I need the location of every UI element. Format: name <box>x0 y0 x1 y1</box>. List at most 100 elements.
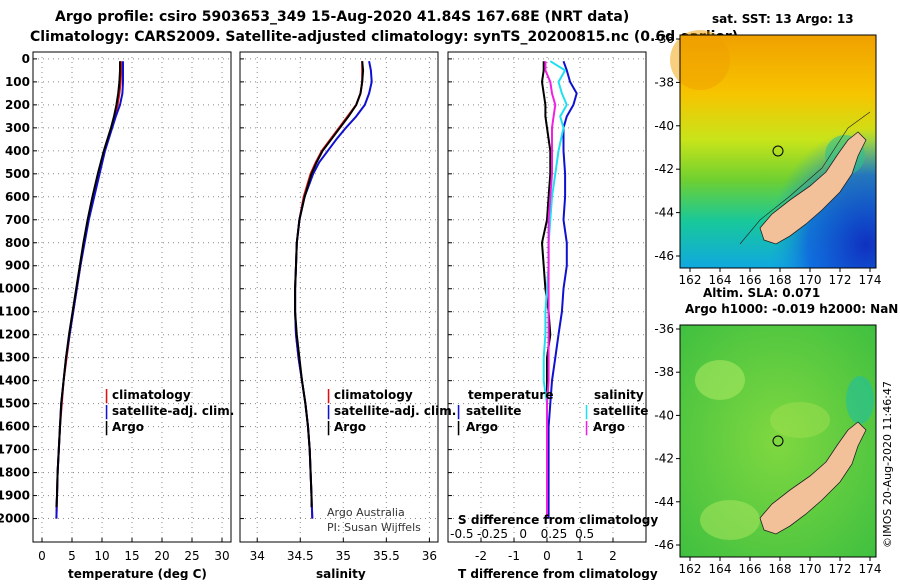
x-tick-label: 10 <box>94 549 109 563</box>
y-tick-label: 1100 <box>0 305 30 319</box>
map-x-tick-label: 168 <box>769 273 792 287</box>
series-line <box>544 61 557 519</box>
legend-climatology-label: climatology <box>112 388 191 402</box>
map-y-tick-label: -42 <box>654 162 674 176</box>
legend-t-satellite-label: satellite <box>466 404 521 418</box>
map-x-tick-label: 162 <box>679 273 702 287</box>
legend-t-argo-label: Argo <box>466 420 498 434</box>
legend-climatology-mark: | <box>104 388 109 404</box>
legend-t-satellite-mark: | <box>456 404 461 420</box>
y-tick-label: 2000 <box>0 512 30 526</box>
credit-text: ©IMOS 20-Aug-2020 11:46:47 <box>881 381 894 548</box>
annotation-line2: PI: Susan Wijffels <box>327 521 421 534</box>
sst-warm-patch <box>670 30 730 90</box>
map-y-tick-label: -44 <box>654 495 674 509</box>
y-tick-label: 1500 <box>0 397 30 411</box>
map-y-tick-label: -36 <box>654 322 674 336</box>
y-tick-label: 600 <box>5 190 30 204</box>
legend-temperature-title: temperature <box>468 388 553 402</box>
header-line1: Argo profile: csiro 5903653_349 15-Aug-2… <box>55 9 629 25</box>
y-tick-label: 1900 <box>0 489 30 503</box>
legend-salinity-title: salinity <box>594 388 644 402</box>
sst-argo-location <box>772 145 784 157</box>
x-tick-label: 25 <box>184 549 199 563</box>
y-tick-label: 800 <box>5 236 30 250</box>
sla-argo-location <box>772 435 784 447</box>
x-tick-label: 36 <box>422 549 437 563</box>
map-x-tick-label: 174 <box>859 273 882 287</box>
t-difference-xlabel: T difference from climatology <box>458 567 658 580</box>
y-tick-label: 1400 <box>0 374 30 388</box>
legend-satellite-label: satellite-adj. clim. <box>112 404 234 418</box>
temperature-xlabel: temperature (deg C) <box>68 567 207 580</box>
series-line <box>294 61 365 508</box>
map-x-tick-label: 170 <box>799 562 822 576</box>
map-y-tick-label: -40 <box>654 408 674 422</box>
x-tick-label: -2 <box>475 549 487 563</box>
map-x-tick-label: 172 <box>829 273 852 287</box>
map-x-tick-label: 168 <box>769 562 792 576</box>
legend-argo-mark: | <box>326 420 331 436</box>
sst-map-title: sat. SST: 13 Argo: 13 <box>712 12 854 26</box>
map-x-tick-label: 166 <box>739 273 762 287</box>
y-tick-label: 1000 <box>0 282 30 296</box>
map-x-tick-label: 166 <box>739 562 762 576</box>
sla-patch-d <box>700 500 760 540</box>
annotation-line1: Argo Australia <box>327 506 405 519</box>
s-diff-tick-label: 0.25 <box>541 527 568 541</box>
x-tick-label: 34 <box>250 549 265 563</box>
y-tick-label: 1200 <box>0 328 30 342</box>
map-y-tick-label: -44 <box>654 206 674 220</box>
series-line <box>55 61 121 508</box>
sla-map-land <box>759 421 867 535</box>
y-tick-label: 200 <box>5 98 30 112</box>
salinity-legend: | climatology | satellite-adj. clim. | A… <box>326 388 456 436</box>
legend-s-satellite-label: satellite <box>593 404 648 418</box>
y-tick-label: 1800 <box>0 466 30 480</box>
s-diff-tick-label: -0.5 <box>450 527 473 541</box>
legend-climatology-label: climatology <box>334 388 413 402</box>
y-tick-label: 900 <box>5 259 30 273</box>
sst-map-land <box>759 131 867 245</box>
salinity-panel: 34 34.5 35 35.5 36 | climatology | satellite… <box>239 51 456 581</box>
y-tick-label: 400 <box>5 144 30 158</box>
x-tick-label: 0 <box>543 549 551 563</box>
sla-map-title1: Altim. SLA: 0.071 <box>703 286 820 300</box>
x-tick-label: 1 <box>576 549 584 563</box>
header-line2: Climatology: CARS2009. Satellite-adjuste… <box>30 29 738 45</box>
temperature-legend: | climatology | satellite-adj. clim. | A… <box>104 388 234 436</box>
y-tick-label: 300 <box>5 121 30 135</box>
x-tick-label: 30 <box>214 549 229 563</box>
sla-patch-b <box>770 402 830 438</box>
map-y-tick-label: -42 <box>654 452 674 466</box>
y-tick-label: 700 <box>5 213 30 227</box>
legend-s-satellite-mark: | <box>584 404 589 420</box>
x-tick-label: 34.5 <box>287 549 314 563</box>
map-x-tick-label: 162 <box>679 562 702 576</box>
sst-map: sat. SST: 13 Argo: 13 -36 -38 -40 -42 -44 -46… <box>654 12 881 287</box>
s-diff-tick-label: 0.5 <box>575 527 594 541</box>
series-line <box>547 60 578 519</box>
x-tick-label: 2 <box>609 549 617 563</box>
x-tick-label: 35 <box>336 549 351 563</box>
y-tick-label: 1300 <box>0 351 30 365</box>
y-tick-label: 1700 <box>0 443 30 457</box>
legend-argo-mark: | <box>104 420 109 436</box>
difference-panel: -2 -1 0 1 2 temperature salinity | satellite… <box>447 51 658 581</box>
y-tick-label: 500 <box>5 167 30 181</box>
difference-legend: temperature salinity | satellite | Argo … <box>456 388 648 436</box>
map-x-tick-label: 164 <box>709 273 732 287</box>
legend-argo-label: Argo <box>334 420 366 434</box>
y-tick-label: 0 <box>22 52 30 66</box>
temperature-panel: 0100200300400500600700800900100011001200… <box>0 51 234 581</box>
legend-satellite-label: satellite-adj. clim. <box>334 404 456 418</box>
map-y-tick-label: -40 <box>654 119 674 133</box>
legend-s-argo-label: Argo <box>593 420 625 434</box>
sla-map-title2: Argo h1000: -0.019 h2000: NaN <box>685 302 898 316</box>
sla-map: Altim. SLA: 0.071 Argo h1000: -0.019 h20… <box>654 286 898 576</box>
map-y-tick-label: -38 <box>654 75 674 89</box>
map-x-tick-label: 164 <box>709 562 732 576</box>
x-tick-label: 15 <box>124 549 139 563</box>
x-tick-label: 0 <box>38 549 46 563</box>
